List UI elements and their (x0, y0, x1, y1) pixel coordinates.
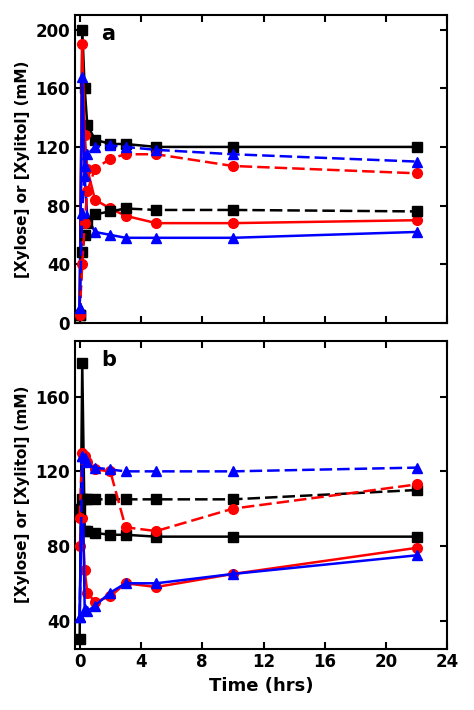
Y-axis label: [Xylose] or [Xylitol] (mM): [Xylose] or [Xylitol] (mM) (15, 386, 30, 604)
Text: b: b (101, 350, 116, 370)
Text: a: a (101, 24, 115, 44)
Y-axis label: [Xylose] or [Xylitol] (mM): [Xylose] or [Xylitol] (mM) (15, 60, 30, 278)
X-axis label: Time (hrs): Time (hrs) (209, 677, 313, 695)
